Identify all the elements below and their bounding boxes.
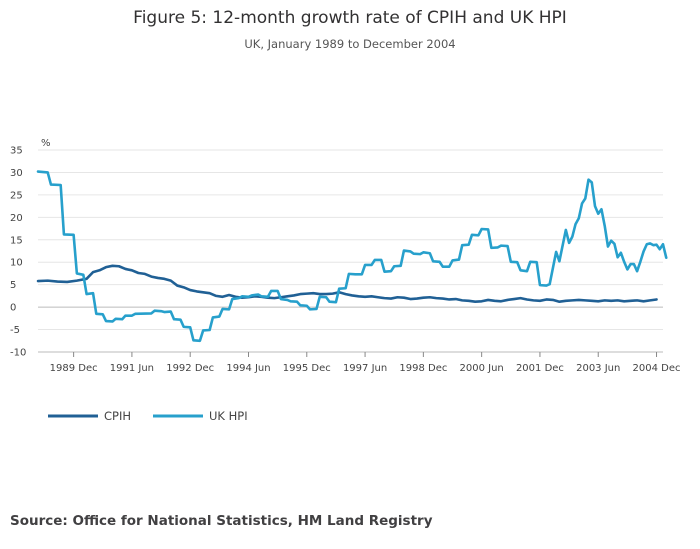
y-axis: 35 30 25 20 15 10 5 0 -5 -10	[10, 146, 26, 359]
y-axis-label: %	[41, 138, 51, 149]
x-tick-label: 2000 Jun	[460, 363, 504, 374]
source-note: Source: Office for National Statistics, …	[10, 513, 433, 529]
legend-label: CPIH	[104, 409, 131, 423]
y-tick-label: -5	[10, 325, 20, 336]
x-axis: 1989 Dec 1991 Jun 1992 Dec 1994 Jun 1995 Dec…	[38, 351, 681, 374]
y-tick-label: 20	[10, 213, 23, 224]
legend: CPIH UK HPI	[48, 409, 248, 423]
y-tick-label: 15	[10, 235, 23, 246]
series-line-cpih	[36, 264, 658, 304]
x-tick-label: 1994 Jun	[226, 363, 270, 374]
chart-subtitle: UK, January 1989 to December 2004	[244, 37, 456, 51]
y-tick-label: 0	[10, 303, 16, 314]
y-tick-label: 25	[10, 190, 23, 201]
x-tick-label: 1989 Dec	[50, 363, 98, 374]
chart-title: Figure 5: 12-month growth rate of CPIH a…	[133, 8, 567, 28]
x-tick-label: 1995 Dec	[283, 363, 331, 374]
x-tick-label: 2003 Jun	[576, 363, 620, 374]
legend-label: UK HPI	[209, 409, 248, 423]
y-tick-label: -10	[10, 348, 26, 359]
y-tick-label: 10	[10, 258, 23, 269]
x-tick-label: 2001 Dec	[516, 363, 564, 374]
y-tick-label: 35	[10, 146, 23, 157]
series-lines	[36, 170, 668, 343]
x-tick-label: 1997 Jun	[343, 363, 387, 374]
y-tick-label: 5	[10, 280, 16, 291]
x-tick-label: 1998 Dec	[399, 363, 447, 374]
y-tick-label: 30	[10, 168, 23, 179]
gridlines	[38, 149, 663, 353]
series-line-uk-hpi	[36, 170, 668, 343]
x-tick-label: 1991 Jun	[110, 363, 154, 374]
x-tick-label: 2004 Dec	[633, 363, 681, 374]
x-tick-label: 1992 Dec	[166, 363, 214, 374]
